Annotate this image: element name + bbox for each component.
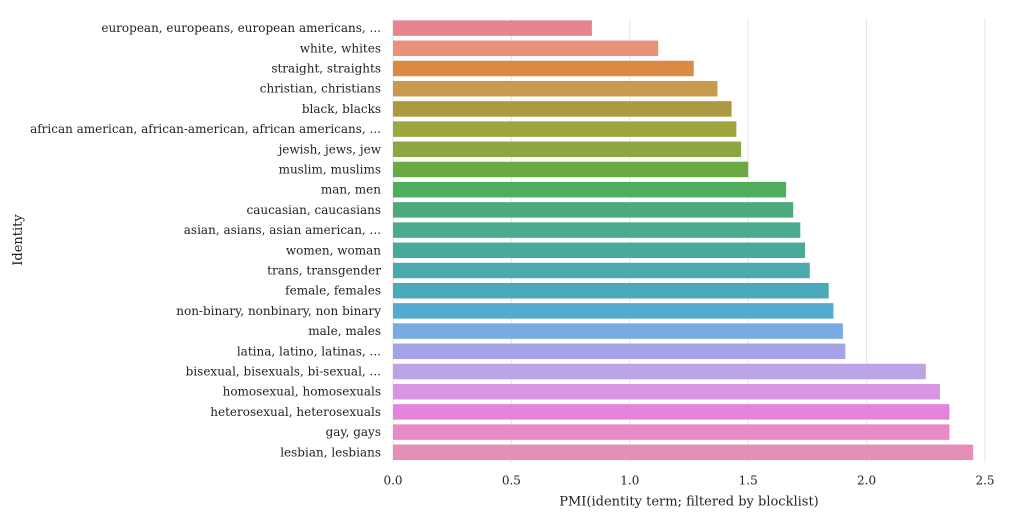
category-label: women, woman — [286, 243, 381, 257]
category-label: european, europeans, european americans,… — [101, 21, 381, 35]
bars — [393, 20, 974, 461]
y-axis-title: Identity — [11, 214, 26, 266]
bar — [393, 222, 801, 238]
category-label: trans, transgender — [267, 264, 381, 278]
category-label: muslim, muslims — [279, 163, 381, 177]
bar — [393, 40, 659, 57]
category-label: caucasian, caucasians — [246, 203, 381, 217]
category-label: white, whites — [300, 41, 381, 55]
category-labels: european, europeans, european americans,… — [30, 21, 382, 459]
bar — [393, 161, 749, 178]
category-label: african american, african-american, afri… — [30, 122, 381, 136]
category-label: man, men — [321, 183, 381, 197]
bar — [393, 121, 737, 137]
category-label: male, males — [308, 324, 381, 338]
bar — [393, 343, 846, 360]
bar — [393, 202, 794, 218]
bar — [393, 80, 718, 97]
bar — [393, 20, 592, 36]
bar — [393, 262, 810, 279]
category-label: straight, straights — [271, 62, 381, 76]
bar — [393, 282, 829, 299]
x-tick-label: 1.0 — [620, 473, 639, 487]
x-tick-label: 2.5 — [975, 473, 994, 487]
x-tick-label: 0.5 — [502, 473, 521, 487]
category-label: black, blacks — [302, 102, 381, 116]
category-label: latina, latino, latinas, ... — [237, 344, 381, 358]
bar — [393, 181, 787, 198]
category-label: homosexual, homosexuals — [223, 385, 381, 399]
category-label: female, females — [285, 284, 381, 298]
x-axis-title: PMI(identity term; filtered by blocklist… — [559, 494, 819, 509]
x-ticks: 0.0 0.5 1.0 1.5 2.0 2.5 — [383, 473, 994, 487]
category-label: heterosexual, heterosexuals — [210, 405, 381, 419]
bar — [393, 363, 926, 380]
x-tick-label: 1.5 — [739, 473, 758, 487]
category-label: asian, asians, asian american, ... — [184, 223, 381, 237]
bar — [393, 60, 694, 77]
category-label: non-binary, nonbinary, non binary — [176, 304, 381, 318]
category-label: bisexual, bisexuals, bi-sexual, ... — [186, 365, 381, 379]
x-tick-label: 0.0 — [383, 473, 402, 487]
category-label: christian, christians — [260, 82, 381, 96]
bar — [393, 444, 974, 461]
x-tick-label: 2.0 — [857, 473, 876, 487]
category-label: lesbian, lesbians — [280, 445, 381, 459]
bar — [393, 141, 742, 158]
bar — [393, 404, 950, 420]
bar — [393, 424, 950, 440]
category-label: jewish, jews, jew — [277, 142, 382, 156]
bar — [393, 242, 806, 259]
bar — [393, 323, 843, 339]
category-label: gay, gays — [326, 425, 381, 439]
bar — [393, 303, 834, 319]
bar — [393, 101, 732, 117]
bar — [393, 383, 941, 400]
